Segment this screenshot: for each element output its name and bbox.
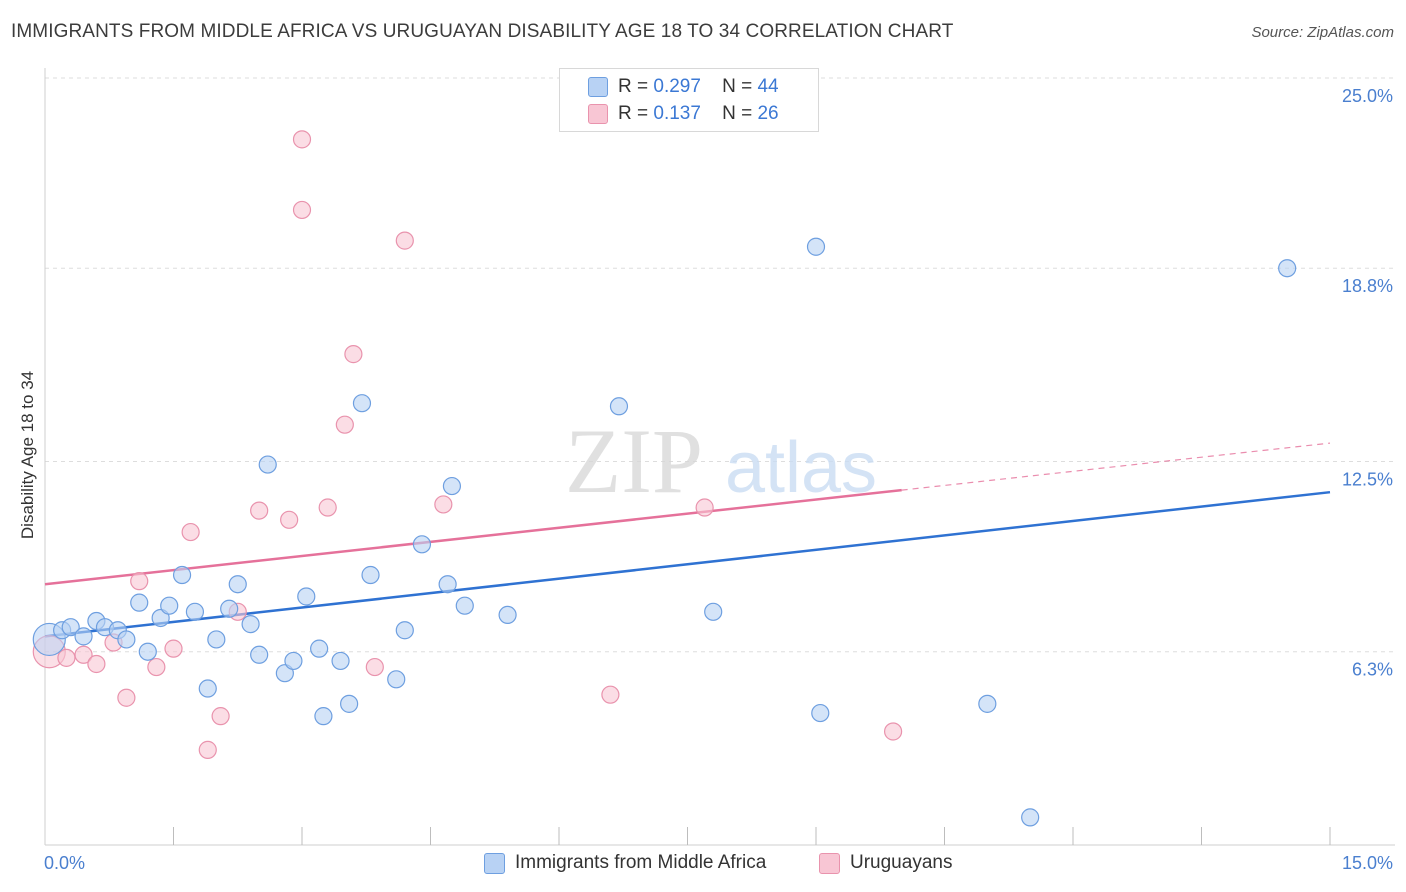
data-point-blue — [172, 565, 192, 585]
data-point-pink — [335, 415, 354, 434]
data-point-blue — [117, 630, 136, 649]
data-point-blue — [61, 618, 80, 637]
data-point-pink — [147, 657, 166, 677]
series-legend-swatch-pink — [819, 853, 840, 874]
trend-line-pink — [44, 488, 902, 586]
data-point-blue — [74, 627, 93, 646]
data-point-blue — [314, 707, 333, 726]
data-point-pink — [434, 495, 453, 514]
data-point-pink — [292, 200, 312, 220]
data-point-blue — [978, 694, 997, 713]
legend-n-value: 26 — [757, 103, 779, 124]
data-point-pink — [883, 722, 903, 741]
y-tick-label: 6.3% — [1352, 660, 1393, 680]
data-point-blue — [455, 596, 474, 615]
series-legend-swatch-blue — [484, 853, 505, 874]
legend-swatch-blue — [588, 77, 608, 97]
data-point-pink — [292, 130, 312, 149]
series-legend: Immigrants from Middle Africa Uruguayans — [0, 852, 1406, 878]
data-point-blue — [1021, 808, 1040, 827]
data-point-pink — [211, 707, 230, 726]
data-point-blue — [806, 237, 826, 256]
data-point-pink — [130, 572, 149, 591]
trend-line-extension-pink — [901, 442, 1331, 491]
data-point-blue — [250, 645, 269, 664]
data-point-blue — [160, 596, 179, 615]
data-point-blue — [438, 575, 457, 594]
source-credit: Source: ZipAtlas.com — [1251, 24, 1394, 41]
data-point-blue — [387, 670, 406, 689]
data-point-blue — [185, 602, 205, 621]
y-tick-label: 25.0% — [1342, 86, 1393, 106]
data-point-blue — [220, 599, 239, 618]
stats-legend: R = 0.297 N = 44 R = 0.137 N = 26 — [559, 68, 819, 132]
data-point-pink — [57, 648, 76, 667]
trend-line-blue — [44, 490, 1331, 638]
data-point-pink — [395, 231, 414, 250]
legend-r-label: R = — [618, 76, 649, 97]
data-point-pink — [250, 501, 269, 520]
legend-r-label: R = — [618, 103, 649, 124]
data-point-blue — [284, 651, 303, 671]
data-point-blue — [1278, 259, 1297, 278]
gridlines — [45, 77, 1395, 653]
data-point-blue — [275, 664, 294, 683]
data-point-blue — [704, 602, 723, 621]
chart-title: IMMIGRANTS FROM MIDDLE AFRICA VS URUGUAY… — [11, 21, 954, 42]
axes — [44, 68, 1395, 846]
legend-r-value: 0.297 — [653, 76, 701, 97]
watermark-zip: ZIP — [565, 410, 703, 512]
data-point-blue — [198, 679, 217, 698]
data-point-blue — [352, 394, 372, 413]
data-point-blue — [395, 621, 414, 640]
data-points — [32, 130, 1297, 827]
data-point-pink — [344, 345, 363, 364]
legend-n-label: N = — [722, 76, 753, 97]
data-point-blue — [331, 651, 350, 671]
legend-n-value: 44 — [757, 76, 779, 97]
data-point-pink — [601, 685, 620, 704]
legend-n-label: N = — [722, 103, 753, 124]
data-point-pink — [280, 510, 299, 529]
data-point-blue — [241, 615, 260, 634]
data-point-pink — [365, 657, 384, 677]
data-point-blue — [207, 630, 226, 649]
data-point-pink — [87, 654, 106, 674]
tick-labels: 6.3% 12.5% 18.8% 25.0% 0.0% 15.0% — [44, 86, 1393, 873]
data-point-blue — [258, 455, 277, 474]
x-tick-label: 0.0% — [44, 853, 85, 873]
data-point-blue — [130, 593, 149, 612]
data-point-blue — [442, 476, 462, 496]
data-point-pink — [181, 522, 200, 542]
data-point-blue — [412, 535, 432, 554]
data-point-pink — [695, 498, 714, 517]
data-point-blue — [811, 703, 830, 723]
data-point-blue — [310, 639, 329, 658]
data-point-blue — [297, 587, 316, 606]
data-point-blue — [340, 694, 359, 713]
data-point-blue — [498, 605, 517, 625]
data-point-pink — [117, 688, 136, 707]
data-point-blue — [138, 642, 157, 661]
legend-r-value: 0.137 — [653, 103, 701, 124]
data-point-blue — [228, 575, 247, 594]
data-point-pink — [198, 740, 217, 759]
series-legend-label: Uruguayans — [850, 852, 953, 873]
y-tick-label: 12.5% — [1342, 470, 1393, 490]
legend-swatch-pink — [588, 104, 608, 124]
x-tick-label: 15.0% — [1342, 853, 1393, 873]
data-point-blue — [361, 565, 380, 585]
data-point-pink — [164, 639, 183, 658]
data-point-blue — [609, 397, 629, 416]
y-tick-label: 18.8% — [1342, 276, 1393, 296]
data-point-blue — [151, 608, 170, 628]
data-point-pink — [318, 498, 337, 517]
series-legend-label: Immigrants from Middle Africa — [515, 852, 767, 873]
data-point-pink — [74, 645, 93, 664]
